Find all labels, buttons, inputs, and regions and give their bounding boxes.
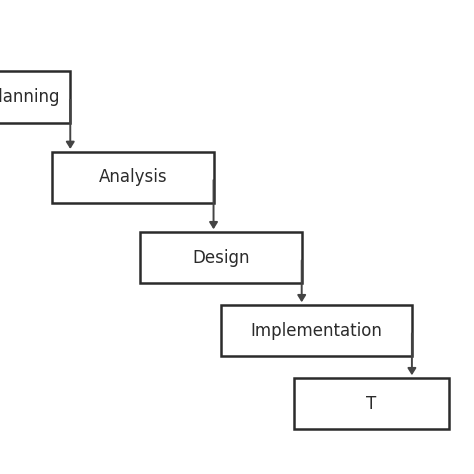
Text: Planning: Planning xyxy=(0,88,60,106)
FancyBboxPatch shape xyxy=(140,232,301,283)
FancyBboxPatch shape xyxy=(294,378,448,429)
FancyBboxPatch shape xyxy=(221,305,412,356)
FancyBboxPatch shape xyxy=(0,72,70,123)
Text: Analysis: Analysis xyxy=(99,168,167,186)
FancyBboxPatch shape xyxy=(52,152,213,203)
Text: T: T xyxy=(366,395,377,412)
Text: Implementation: Implementation xyxy=(250,322,383,339)
Text: Design: Design xyxy=(192,249,250,266)
